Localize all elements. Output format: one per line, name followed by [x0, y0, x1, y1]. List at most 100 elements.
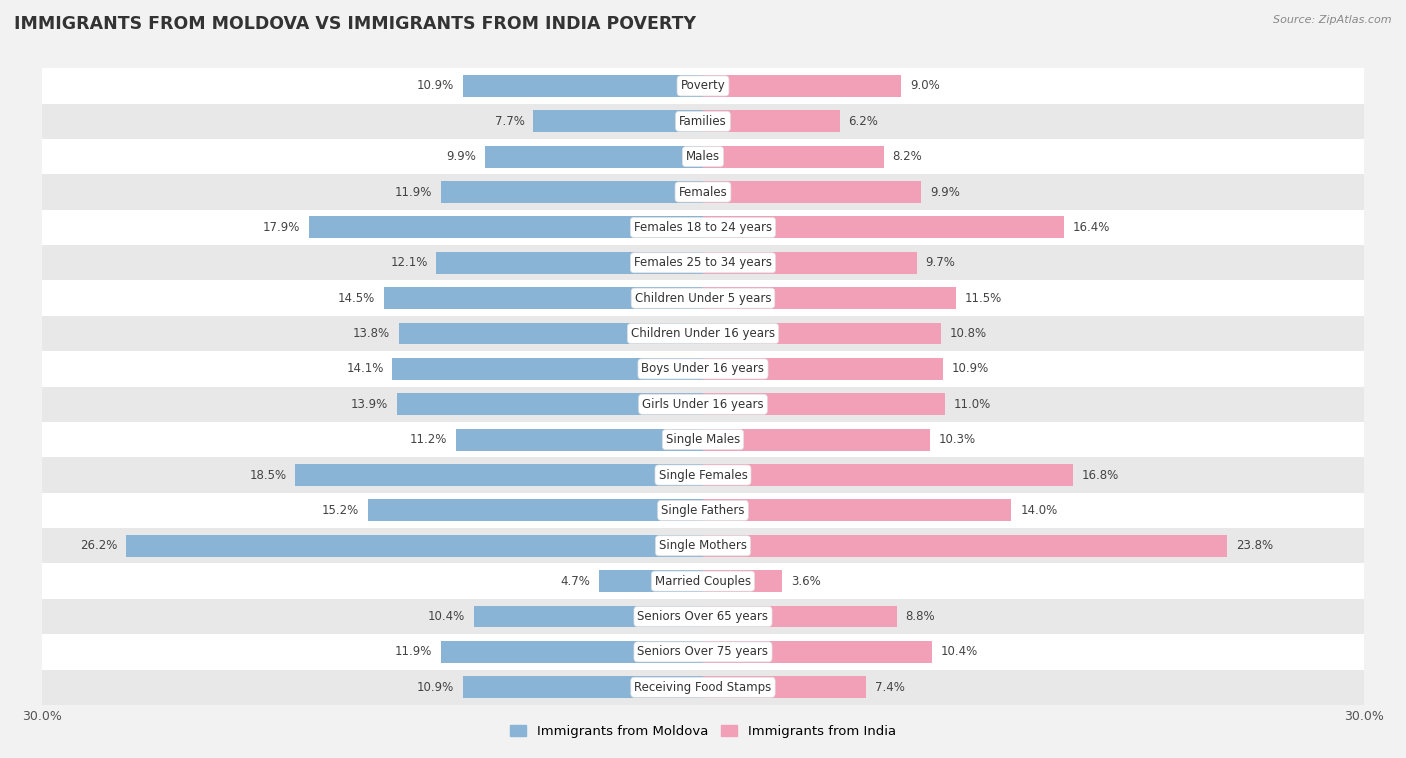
- Bar: [533, 111, 703, 132]
- Bar: [703, 641, 932, 662]
- Text: 10.4%: 10.4%: [427, 610, 465, 623]
- Bar: [42, 245, 1364, 280]
- Text: 10.4%: 10.4%: [941, 645, 979, 659]
- Bar: [42, 457, 1364, 493]
- Text: Seniors Over 75 years: Seniors Over 75 years: [637, 645, 769, 659]
- Text: IMMIGRANTS FROM MOLDOVA VS IMMIGRANTS FROM INDIA POVERTY: IMMIGRANTS FROM MOLDOVA VS IMMIGRANTS FR…: [14, 15, 696, 33]
- Text: 11.2%: 11.2%: [411, 433, 447, 446]
- Text: 10.8%: 10.8%: [949, 327, 987, 340]
- Text: 11.9%: 11.9%: [395, 186, 432, 199]
- Bar: [441, 181, 703, 203]
- Text: 14.1%: 14.1%: [346, 362, 384, 375]
- Text: 12.1%: 12.1%: [391, 256, 427, 269]
- Text: 16.4%: 16.4%: [1073, 221, 1111, 234]
- Bar: [441, 641, 703, 662]
- Bar: [42, 422, 1364, 457]
- Bar: [42, 139, 1364, 174]
- Bar: [42, 563, 1364, 599]
- Text: Females: Females: [679, 186, 727, 199]
- Bar: [127, 535, 703, 556]
- Text: 15.2%: 15.2%: [322, 504, 360, 517]
- Text: Single Males: Single Males: [666, 433, 740, 446]
- Bar: [703, 181, 921, 203]
- Bar: [703, 500, 1011, 522]
- Bar: [703, 287, 956, 309]
- Bar: [703, 252, 917, 274]
- Text: Single Females: Single Females: [658, 468, 748, 481]
- Text: 14.0%: 14.0%: [1021, 504, 1057, 517]
- Text: 13.8%: 13.8%: [353, 327, 391, 340]
- Text: Seniors Over 65 years: Seniors Over 65 years: [637, 610, 769, 623]
- Bar: [463, 676, 703, 698]
- Text: Source: ZipAtlas.com: Source: ZipAtlas.com: [1274, 15, 1392, 25]
- Text: 7.7%: 7.7%: [495, 114, 524, 128]
- Text: Poverty: Poverty: [681, 80, 725, 92]
- Bar: [703, 393, 945, 415]
- Text: 10.9%: 10.9%: [416, 80, 454, 92]
- Bar: [703, 535, 1227, 556]
- Bar: [485, 146, 703, 168]
- Text: 6.2%: 6.2%: [848, 114, 879, 128]
- Text: Girls Under 16 years: Girls Under 16 years: [643, 398, 763, 411]
- Text: 9.7%: 9.7%: [925, 256, 955, 269]
- Text: 16.8%: 16.8%: [1081, 468, 1119, 481]
- Bar: [703, 676, 866, 698]
- Text: 17.9%: 17.9%: [263, 221, 299, 234]
- Text: 18.5%: 18.5%: [249, 468, 287, 481]
- Bar: [384, 287, 703, 309]
- Bar: [368, 500, 703, 522]
- Bar: [474, 606, 703, 628]
- Bar: [703, 217, 1064, 238]
- Text: 9.9%: 9.9%: [929, 186, 960, 199]
- Text: Families: Families: [679, 114, 727, 128]
- Text: 10.3%: 10.3%: [939, 433, 976, 446]
- Bar: [42, 669, 1364, 705]
- Bar: [42, 68, 1364, 104]
- Bar: [703, 146, 883, 168]
- Bar: [42, 634, 1364, 669]
- Bar: [703, 75, 901, 97]
- Legend: Immigrants from Moldova, Immigrants from India: Immigrants from Moldova, Immigrants from…: [505, 719, 901, 743]
- Bar: [703, 323, 941, 344]
- Text: Children Under 5 years: Children Under 5 years: [634, 292, 772, 305]
- Bar: [703, 429, 929, 450]
- Bar: [42, 387, 1364, 422]
- Bar: [42, 493, 1364, 528]
- Text: Males: Males: [686, 150, 720, 163]
- Text: Females 18 to 24 years: Females 18 to 24 years: [634, 221, 772, 234]
- Bar: [42, 174, 1364, 210]
- Text: 7.4%: 7.4%: [875, 681, 904, 694]
- Bar: [703, 464, 1073, 486]
- Text: Married Couples: Married Couples: [655, 575, 751, 587]
- Bar: [463, 75, 703, 97]
- Text: 26.2%: 26.2%: [80, 539, 117, 553]
- Text: 9.0%: 9.0%: [910, 80, 939, 92]
- Bar: [42, 280, 1364, 316]
- Bar: [295, 464, 703, 486]
- Text: 13.9%: 13.9%: [350, 398, 388, 411]
- Text: Single Mothers: Single Mothers: [659, 539, 747, 553]
- Text: 9.9%: 9.9%: [446, 150, 477, 163]
- Text: Single Fathers: Single Fathers: [661, 504, 745, 517]
- Text: 8.2%: 8.2%: [893, 150, 922, 163]
- Bar: [42, 351, 1364, 387]
- Text: 11.5%: 11.5%: [965, 292, 1002, 305]
- Bar: [703, 358, 943, 380]
- Text: 3.6%: 3.6%: [792, 575, 821, 587]
- Bar: [436, 252, 703, 274]
- Bar: [392, 358, 703, 380]
- Bar: [457, 429, 703, 450]
- Bar: [703, 606, 897, 628]
- Bar: [399, 323, 703, 344]
- Text: 11.0%: 11.0%: [955, 398, 991, 411]
- Bar: [599, 570, 703, 592]
- Text: Females 25 to 34 years: Females 25 to 34 years: [634, 256, 772, 269]
- Bar: [396, 393, 703, 415]
- Text: 10.9%: 10.9%: [416, 681, 454, 694]
- Text: 23.8%: 23.8%: [1236, 539, 1274, 553]
- Bar: [42, 316, 1364, 351]
- Text: 14.5%: 14.5%: [337, 292, 375, 305]
- Text: Receiving Food Stamps: Receiving Food Stamps: [634, 681, 772, 694]
- Bar: [42, 210, 1364, 245]
- Bar: [42, 599, 1364, 634]
